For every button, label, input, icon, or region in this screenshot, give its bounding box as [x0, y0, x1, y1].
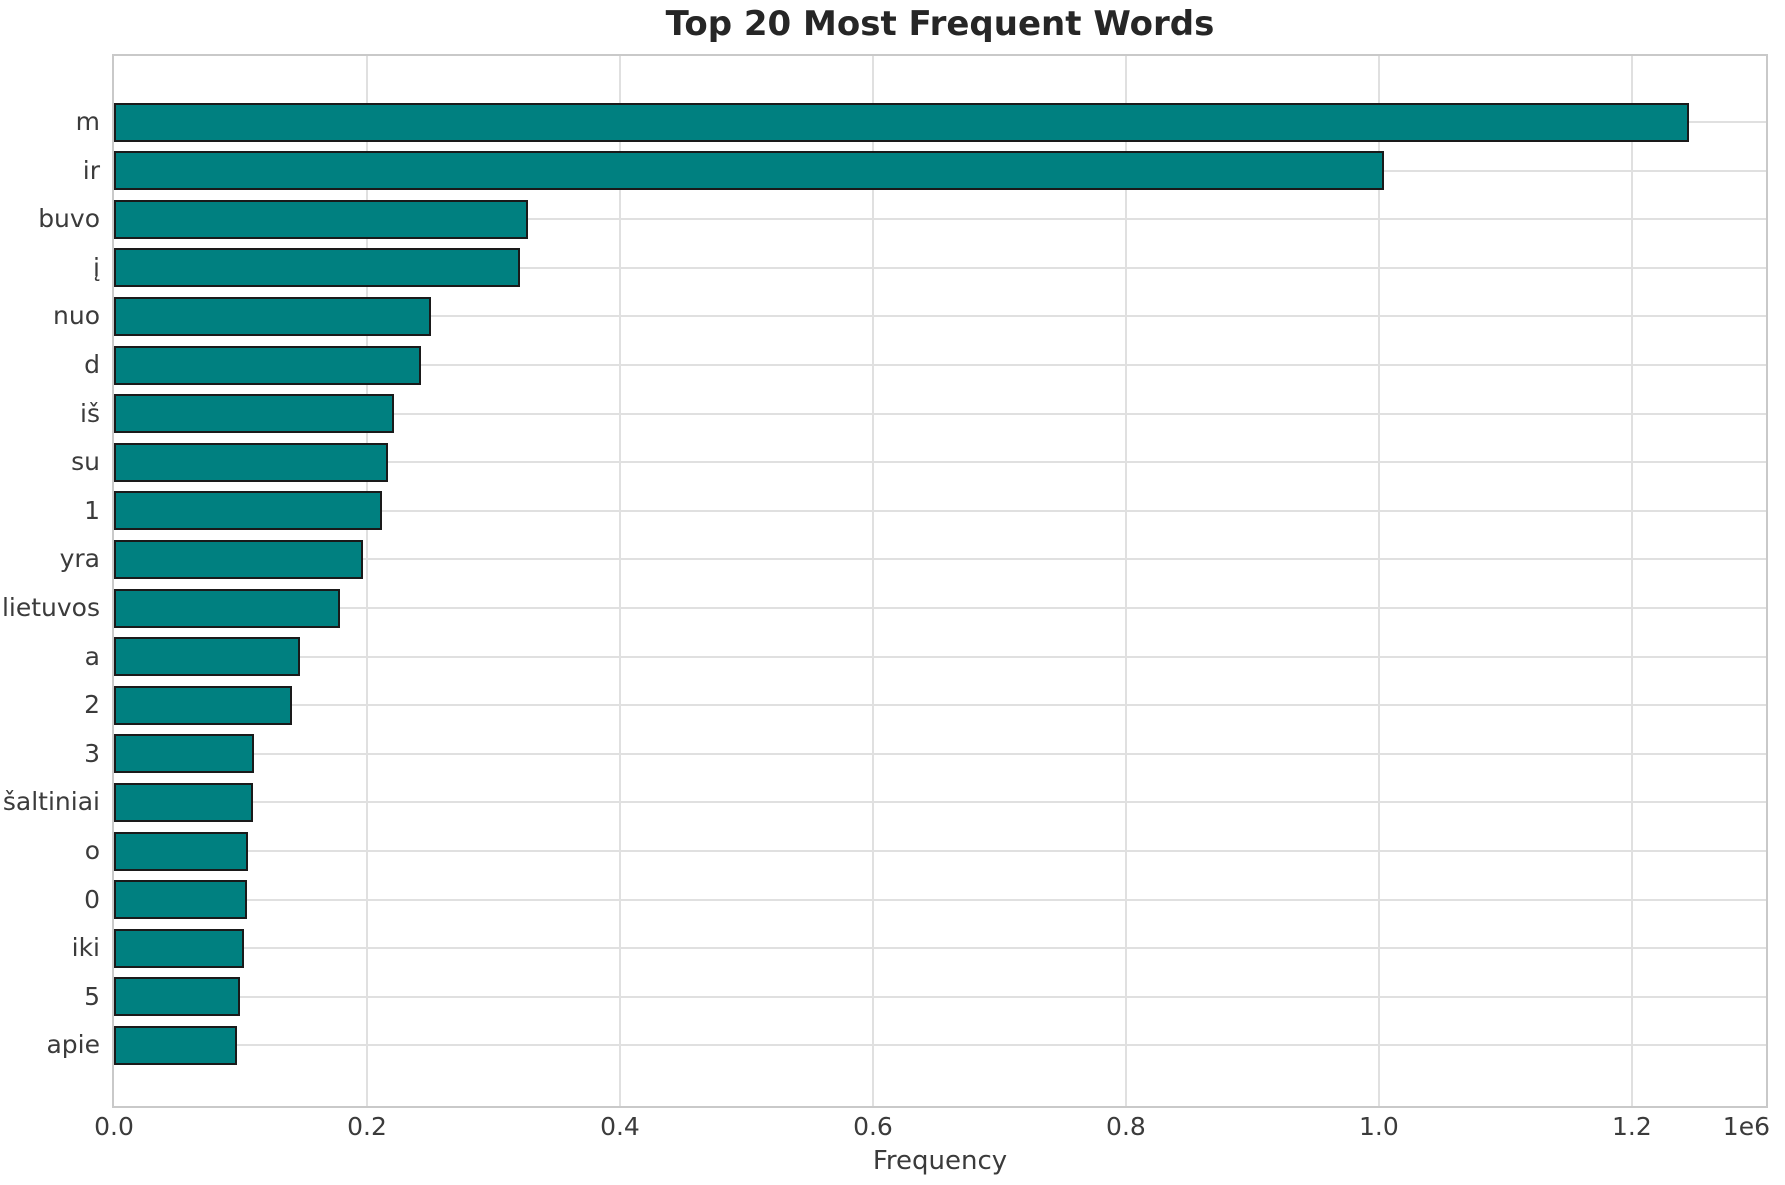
word-frequency-bar: [114, 880, 247, 920]
word-frequency-bar: [114, 199, 528, 239]
x-tick-label: 0.0: [94, 1112, 134, 1141]
x-tick-label: 1.0: [1359, 1112, 1399, 1141]
x-tick-label: 1.2: [1612, 1112, 1652, 1141]
y-tick-label: šaltiniai: [2, 787, 100, 817]
y-tick-label: m: [75, 107, 100, 136]
y-tick-label: a: [84, 641, 100, 671]
grid-line-vertical: [1630, 56, 1633, 1106]
y-tick-label: ir: [82, 155, 100, 185]
grid-line-horizontal: [114, 704, 1766, 707]
grid-line-vertical: [871, 56, 874, 1106]
grid-line-vertical: [365, 56, 368, 1106]
grid-line-horizontal: [114, 995, 1766, 998]
grid-line-horizontal: [114, 850, 1766, 852]
grid-line-horizontal: [114, 461, 1766, 464]
grid-line-vertical: [618, 56, 621, 1106]
grid-line-vertical: [1377, 56, 1380, 1106]
grid-line-horizontal: [114, 1044, 1766, 1047]
word-frequency-bar: [114, 685, 293, 725]
y-tick-label: lietuvos: [1, 593, 100, 622]
y-tick-label: yra: [59, 544, 100, 574]
word-frequency-bar: [114, 928, 245, 968]
y-tick-label: iš: [80, 398, 100, 428]
grid-line-horizontal: [114, 655, 1766, 658]
grid-line-horizontal: [114, 752, 1766, 755]
chart-title: Top 20 Most Frequent Words: [665, 4, 1215, 44]
y-tick-label: 0: [84, 884, 100, 914]
x-tick-label: 0.8: [1106, 1112, 1146, 1141]
y-tick-label: 5: [84, 981, 100, 1011]
x-axis-label: Frequency: [872, 1146, 1008, 1176]
word-frequency-bar: [114, 637, 300, 677]
y-tick-label: 3: [84, 738, 100, 768]
grid-line-horizontal: [114, 315, 1766, 318]
word-frequency-bar: [114, 782, 254, 822]
word-frequency-bar: [114, 539, 364, 579]
grid-line-horizontal: [114, 412, 1766, 415]
grid-line-horizontal: [114, 266, 1766, 269]
grid-line-horizontal: [114, 801, 1766, 804]
word-frequency-bar: [114, 588, 341, 628]
word-frequency-bar: [114, 1025, 237, 1065]
y-tick-label: buvo: [38, 204, 100, 234]
grid-line-horizontal: [114, 607, 1766, 609]
grid-line-horizontal: [114, 558, 1766, 561]
y-tick-label: nuo: [53, 301, 100, 331]
grid-line-horizontal: [114, 947, 1766, 950]
grid-line-horizontal: [114, 898, 1766, 901]
y-tick-label: d: [84, 350, 100, 379]
x-tick-label: 0.6: [853, 1112, 893, 1141]
y-tick-label: iki: [71, 933, 100, 963]
word-frequency-bar: [114, 394, 394, 434]
grid-line-horizontal: [114, 218, 1766, 221]
x-tick-label: 0.2: [347, 1112, 387, 1141]
y-tick-label: į: [93, 252, 100, 282]
plot-area: [112, 54, 1768, 1108]
y-tick-label: 2: [84, 690, 100, 720]
word-frequency-bar: [114, 248, 521, 288]
y-tick-label: apie: [46, 1030, 100, 1060]
grid-line-vertical: [1124, 56, 1127, 1106]
grid-line-horizontal: [114, 364, 1766, 366]
word-frequency-bar: [114, 151, 1384, 191]
word-frequency-bar: [114, 734, 255, 774]
word-frequency-bar: [114, 831, 249, 871]
word-frequency-bar: [114, 296, 432, 336]
word-frequency-bar: [114, 102, 1689, 142]
word-frequency-bar: [114, 977, 241, 1017]
axis-offset-text: 1e6: [1722, 1112, 1770, 1141]
word-frequency-bar: [114, 491, 383, 531]
y-tick-label: o: [84, 836, 100, 865]
y-tick-label: 1: [84, 495, 100, 525]
x-tick-label: 0.4: [600, 1112, 640, 1141]
y-tick-label: su: [71, 447, 100, 477]
grid-line-horizontal: [114, 509, 1766, 512]
word-frequency-bar: [114, 442, 389, 482]
word-frequency-bar: [114, 345, 422, 385]
